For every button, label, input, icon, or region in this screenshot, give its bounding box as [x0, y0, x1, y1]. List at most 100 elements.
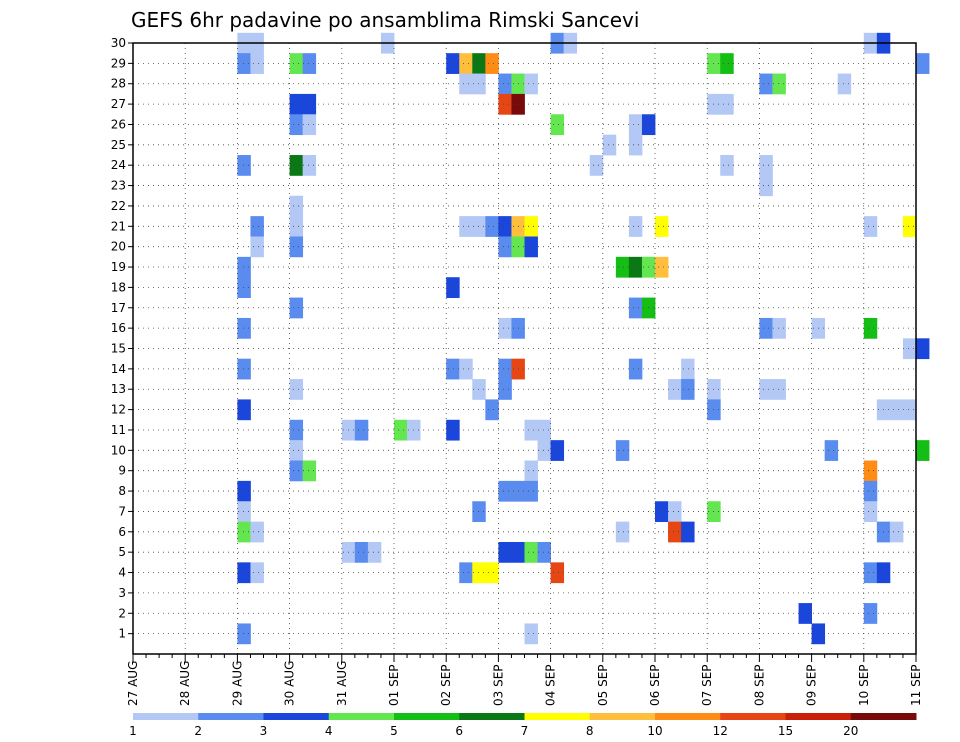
x-tick-label: 09 SEP [805, 664, 819, 706]
heatmap-cell [302, 155, 317, 176]
x-tick-label: 03 SEP [491, 664, 505, 706]
heatmap-cell [537, 541, 551, 563]
y-tick-label: 29 [111, 56, 126, 70]
heatmap-cell [902, 399, 917, 421]
heatmap-cell [498, 480, 512, 502]
heatmap-cell [485, 562, 499, 584]
heatmap-cell [289, 216, 304, 237]
colorbar-swatch [655, 713, 721, 720]
heatmap-cell [772, 317, 786, 339]
heatmap-cell [668, 521, 682, 543]
heatmap-cell [524, 216, 538, 237]
y-tick-label: 6 [118, 525, 126, 539]
heatmap-cell [550, 440, 565, 461]
heatmap-cell [628, 297, 643, 319]
x-tick-label: 28 AUG [178, 661, 192, 706]
heatmap-cell [250, 53, 264, 74]
heatmap-cell [524, 480, 538, 502]
heatmap-cell [237, 317, 251, 339]
colorbar-swatch [524, 713, 591, 720]
x-tick-label: 31 AUG [335, 661, 349, 706]
heatmap-cell [916, 440, 930, 461]
y-tick-label: 24 [111, 158, 126, 172]
heatmap-cell [237, 501, 251, 523]
colorbar-swatch [133, 713, 199, 720]
heatmap-cell [863, 317, 878, 339]
heatmap-cell [720, 155, 734, 176]
heatmap-cell [655, 501, 669, 523]
colorbar-swatch [589, 713, 656, 720]
y-tick-label: 18 [111, 280, 126, 294]
heatmap-cell [759, 379, 773, 400]
heatmap-cell [681, 358, 695, 380]
heatmap-cell [289, 297, 304, 319]
x-tick-label: 02 SEP [439, 664, 453, 706]
y-tick-label: 2 [118, 606, 126, 620]
x-axis-ticks: 27 AUG 28 AUG 29 AUG 30 AUG 31 AUG 01 SEP 02 S… [126, 654, 923, 706]
heatmap-cell [772, 379, 786, 400]
heatmap-cell [485, 216, 499, 237]
heatmap-cell [863, 216, 878, 237]
heatmap-cell [237, 358, 251, 380]
heatmap-cell [237, 399, 251, 421]
heatmap-cell [537, 440, 551, 461]
heatmap-cell [237, 521, 251, 543]
heatmap-cell [615, 521, 630, 543]
heatmap-cell [302, 93, 317, 115]
heatmap-cell [472, 379, 486, 400]
x-tick-label: 29 AUG [230, 661, 244, 706]
heatmap-cell [289, 440, 304, 461]
heatmap-cell [498, 73, 512, 95]
heatmap-cell [289, 155, 304, 176]
y-tick-label: 25 [111, 138, 126, 152]
x-tick-label: 06 SEP [648, 664, 662, 706]
heatmap-cell [472, 73, 486, 95]
heatmap-cell [889, 521, 904, 543]
colorbar-swatch [394, 713, 460, 720]
heatmap-cell [628, 358, 643, 380]
colorbar-label: 3 [260, 724, 268, 738]
y-tick-label: 4 [118, 566, 126, 580]
x-tick-label: 08 SEP [752, 664, 766, 706]
y-tick-label: 17 [111, 301, 126, 315]
heatmap-cell [628, 256, 643, 278]
y-tick-label: 1 [118, 627, 126, 641]
heatmap-cell [759, 73, 773, 95]
heatmap-cell [459, 216, 473, 237]
y-tick-label: 27 [111, 97, 126, 111]
colorbar-label: 4 [325, 724, 333, 738]
heatmap-cell [237, 623, 251, 645]
heatmap-cell [628, 114, 643, 136]
colorbar-swatch [459, 713, 525, 720]
y-tick-label: 9 [118, 464, 126, 478]
heatmap-cell [615, 256, 630, 278]
heatmap-cell [863, 480, 878, 502]
heatmap-cell [302, 460, 317, 482]
heatmap-cell [302, 114, 317, 136]
heatmap-cell [498, 358, 512, 380]
heatmap-cell [250, 216, 264, 237]
colorbar-swatch [720, 713, 786, 720]
heatmap-cell [524, 236, 538, 258]
heatmap-cell [668, 501, 682, 523]
heatmap-cell [446, 419, 460, 441]
x-tick-label: 10 SEP [857, 664, 871, 706]
heatmap-cell [237, 155, 251, 176]
heatmap-cell [289, 93, 304, 115]
y-tick-label: 19 [111, 260, 126, 274]
gridlines [133, 43, 916, 654]
heatmap-cell [498, 317, 512, 339]
heatmap-cell [354, 419, 369, 441]
x-tick-label: 30 AUG [283, 661, 297, 706]
heatmap-cell [628, 134, 643, 156]
colorbar-swatch [198, 713, 264, 720]
y-tick-label: 22 [111, 199, 126, 213]
colorbar-swatch [850, 713, 917, 720]
heatmap-cell [550, 562, 565, 584]
x-tick-label: 01 SEP [387, 664, 401, 706]
heatmap-cell [472, 501, 486, 523]
heatmap-cell [354, 541, 369, 563]
heatmap-cell [289, 236, 304, 258]
heatmap-cell [446, 358, 460, 380]
heatmap-cell [759, 317, 773, 339]
